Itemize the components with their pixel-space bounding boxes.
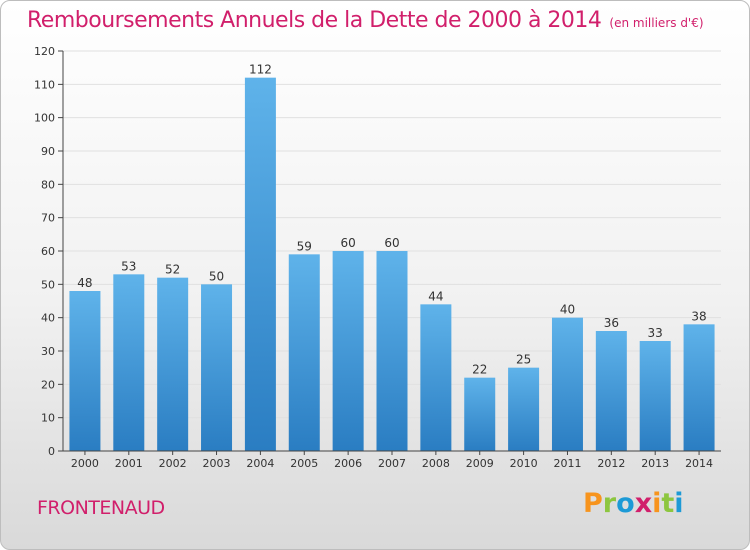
bar — [69, 291, 101, 451]
bar — [551, 317, 583, 451]
logo-letter: r — [602, 488, 617, 519]
y-tick-label: 110 — [34, 78, 55, 91]
x-tick-label: 2003 — [203, 457, 231, 470]
bar-value-label: 53 — [121, 259, 136, 273]
y-tick-label: 0 — [48, 445, 55, 458]
x-tick-label: 2002 — [159, 457, 187, 470]
bar — [113, 274, 145, 451]
logo-letter: i — [674, 488, 684, 519]
y-tick-label: 50 — [41, 278, 55, 291]
bar — [376, 251, 408, 451]
bar — [595, 331, 627, 451]
y-tick-label: 30 — [41, 345, 55, 358]
bar — [244, 77, 276, 452]
x-tick-label: 2008 — [422, 457, 450, 470]
x-tick-label: 2009 — [466, 457, 494, 470]
bars — [69, 77, 715, 452]
bar-value-label: 22 — [472, 363, 487, 377]
logo-letter: t — [661, 488, 675, 519]
bar-value-label: 52 — [165, 263, 180, 277]
bar — [420, 304, 452, 451]
bar-value-label: 33 — [648, 326, 663, 340]
y-tick-label: 100 — [34, 112, 55, 125]
y-tick-label: 70 — [41, 212, 55, 225]
bar — [508, 367, 540, 451]
x-tick-label: 2004 — [246, 457, 274, 470]
bar-value-label: 44 — [428, 289, 443, 303]
proxiti-logo: Proxiti — [583, 488, 684, 519]
axes — [58, 50, 721, 455]
y-tick-label: 120 — [34, 45, 55, 58]
bar — [639, 341, 671, 451]
x-tick-label: 2007 — [378, 457, 406, 470]
bar-value-label: 60 — [384, 236, 399, 250]
logo-letter: P — [583, 488, 603, 519]
bar-value-label: 48 — [77, 276, 92, 290]
logo-letter: x — [634, 488, 653, 519]
x-tick-label: 2005 — [290, 457, 318, 470]
bar-value-label: 60 — [340, 236, 355, 250]
bar-value-label: 50 — [209, 269, 224, 283]
y-tick-label: 20 — [41, 378, 55, 391]
bar — [332, 251, 364, 451]
chart-title: Remboursements Annuels de la Dette de 20… — [27, 8, 704, 33]
labels: 0 10 20 30 40 50 60 70 80 90 100 110 120 48 2000 53 2001… — [34, 45, 713, 470]
bar-value-label: 40 — [560, 303, 575, 317]
bar-value-label: 38 — [691, 309, 706, 323]
commune-name: FRONTENAUD — [37, 497, 165, 519]
x-tick-label: 2000 — [71, 457, 99, 470]
y-tick-label: 40 — [41, 312, 55, 325]
chart-title-text: Remboursements Annuels de la Dette de 20… — [27, 8, 602, 33]
bar-value-label: 25 — [516, 353, 531, 367]
y-tick-label: 80 — [41, 178, 55, 191]
bar — [201, 284, 233, 451]
x-tick-label: 2011 — [553, 457, 581, 470]
bar — [157, 277, 189, 451]
x-tick-label: 2001 — [115, 457, 143, 470]
x-tick-label: 2006 — [334, 457, 362, 470]
logo-letter: i — [652, 488, 662, 519]
chart-subtitle: (en milliers d'€) — [609, 16, 704, 30]
x-tick-label: 2014 — [685, 457, 713, 470]
x-tick-label: 2010 — [510, 457, 538, 470]
bar-value-label: 112 — [249, 63, 272, 77]
logo-letter: o — [616, 488, 635, 519]
y-tick-label: 60 — [41, 245, 55, 258]
bar-value-label: 36 — [604, 316, 619, 330]
bar-value-label: 59 — [297, 239, 312, 253]
bar — [464, 377, 496, 451]
x-tick-label: 2013 — [641, 457, 669, 470]
bar — [288, 254, 320, 451]
y-tick-label: 10 — [41, 412, 55, 425]
bar — [683, 324, 715, 451]
y-tick-label: 90 — [41, 145, 55, 158]
x-tick-label: 2012 — [597, 457, 625, 470]
